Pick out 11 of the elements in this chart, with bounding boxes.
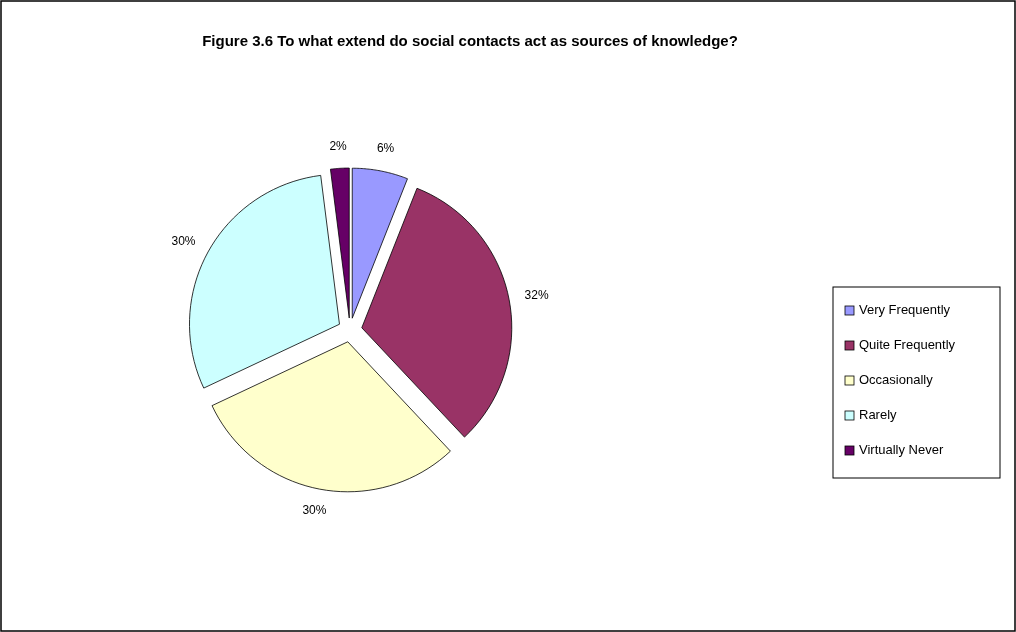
chart-title: Figure 3.6 To what extend do social contacts act as sources of knowledge?	[202, 32, 738, 49]
legend-label: Virtually Never	[859, 442, 944, 458]
data-label: 30%	[171, 233, 196, 248]
data-label: 6%	[376, 141, 395, 156]
data-label: 30%	[302, 502, 327, 517]
legend-label: Occasionally	[859, 372, 934, 388]
data-label: 32%	[524, 287, 549, 302]
legend-label: Very Frequently	[859, 302, 951, 318]
legend-label: Quite Frequently	[859, 337, 956, 353]
data-label: 2%	[329, 138, 348, 153]
legend-label: Rarely	[859, 407, 898, 423]
